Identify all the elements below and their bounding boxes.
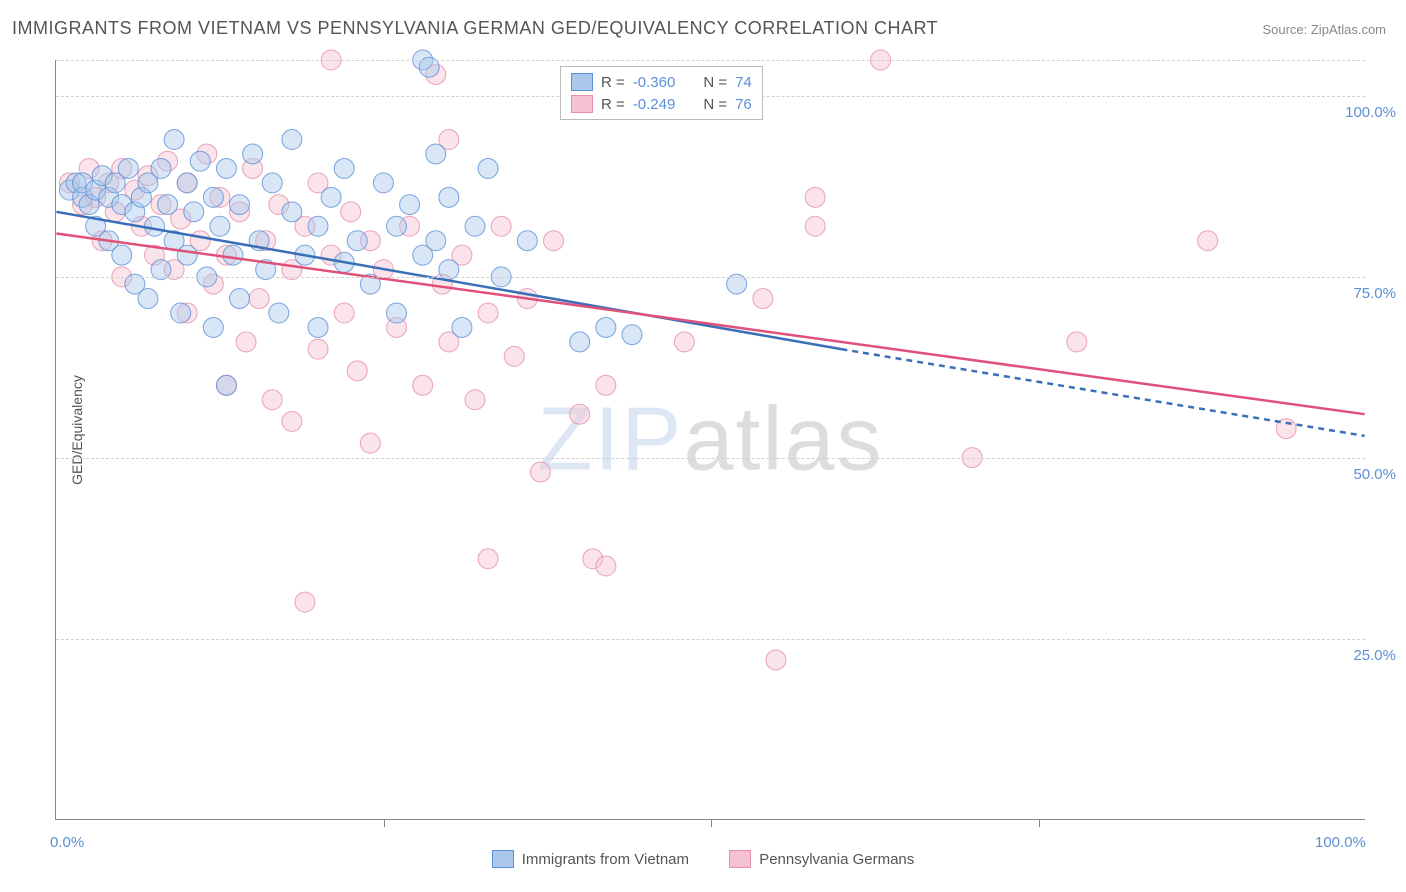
- y-tick-label: 25.0%: [1353, 647, 1396, 664]
- n-value-1: 74: [735, 74, 752, 91]
- n-value-2: 76: [735, 96, 752, 113]
- r-value-1: -0.360: [633, 74, 676, 91]
- y-tick-label: 75.0%: [1353, 285, 1396, 302]
- series-legend: Immigrants from Vietnam Pennsylvania Ger…: [0, 850, 1406, 872]
- legend-item-2: Pennsylvania Germans: [729, 850, 914, 868]
- stats-row-series1: R = -0.360 N = 74: [571, 71, 752, 93]
- stats-row-series2: R = -0.249 N = 76: [571, 93, 752, 115]
- swatch-series2: [571, 95, 593, 113]
- n-label-2: N =: [703, 96, 727, 113]
- legend-swatch-1: [492, 850, 514, 868]
- r-label-2: R =: [601, 96, 625, 113]
- y-tick-label: 100.0%: [1345, 104, 1396, 121]
- x-tick-label: 100.0%: [1315, 834, 1366, 851]
- x-tick-label: 0.0%: [50, 834, 84, 851]
- n-label-1: N =: [703, 74, 727, 91]
- chart-title: IMMIGRANTS FROM VIETNAM VS PENNSYLVANIA …: [12, 18, 938, 39]
- y-tick-label: 50.0%: [1353, 466, 1396, 483]
- plot-svg: [56, 60, 1365, 819]
- swatch-series1: [571, 73, 593, 91]
- legend-item-1: Immigrants from Vietnam: [492, 850, 689, 868]
- plot-area: ZIPatlas: [55, 60, 1365, 820]
- correlation-chart: IMMIGRANTS FROM VIETNAM VS PENNSYLVANIA …: [0, 0, 1406, 892]
- r-label-1: R =: [601, 74, 625, 91]
- stats-legend: R = -0.360 N = 74 R = -0.249 N = 76: [560, 66, 763, 120]
- r-value-2: -0.249: [633, 96, 676, 113]
- legend-label-2: Pennsylvania Germans: [759, 851, 914, 868]
- legend-label-1: Immigrants from Vietnam: [522, 851, 689, 868]
- source-label: Source: ZipAtlas.com: [1262, 22, 1386, 37]
- legend-swatch-2: [729, 850, 751, 868]
